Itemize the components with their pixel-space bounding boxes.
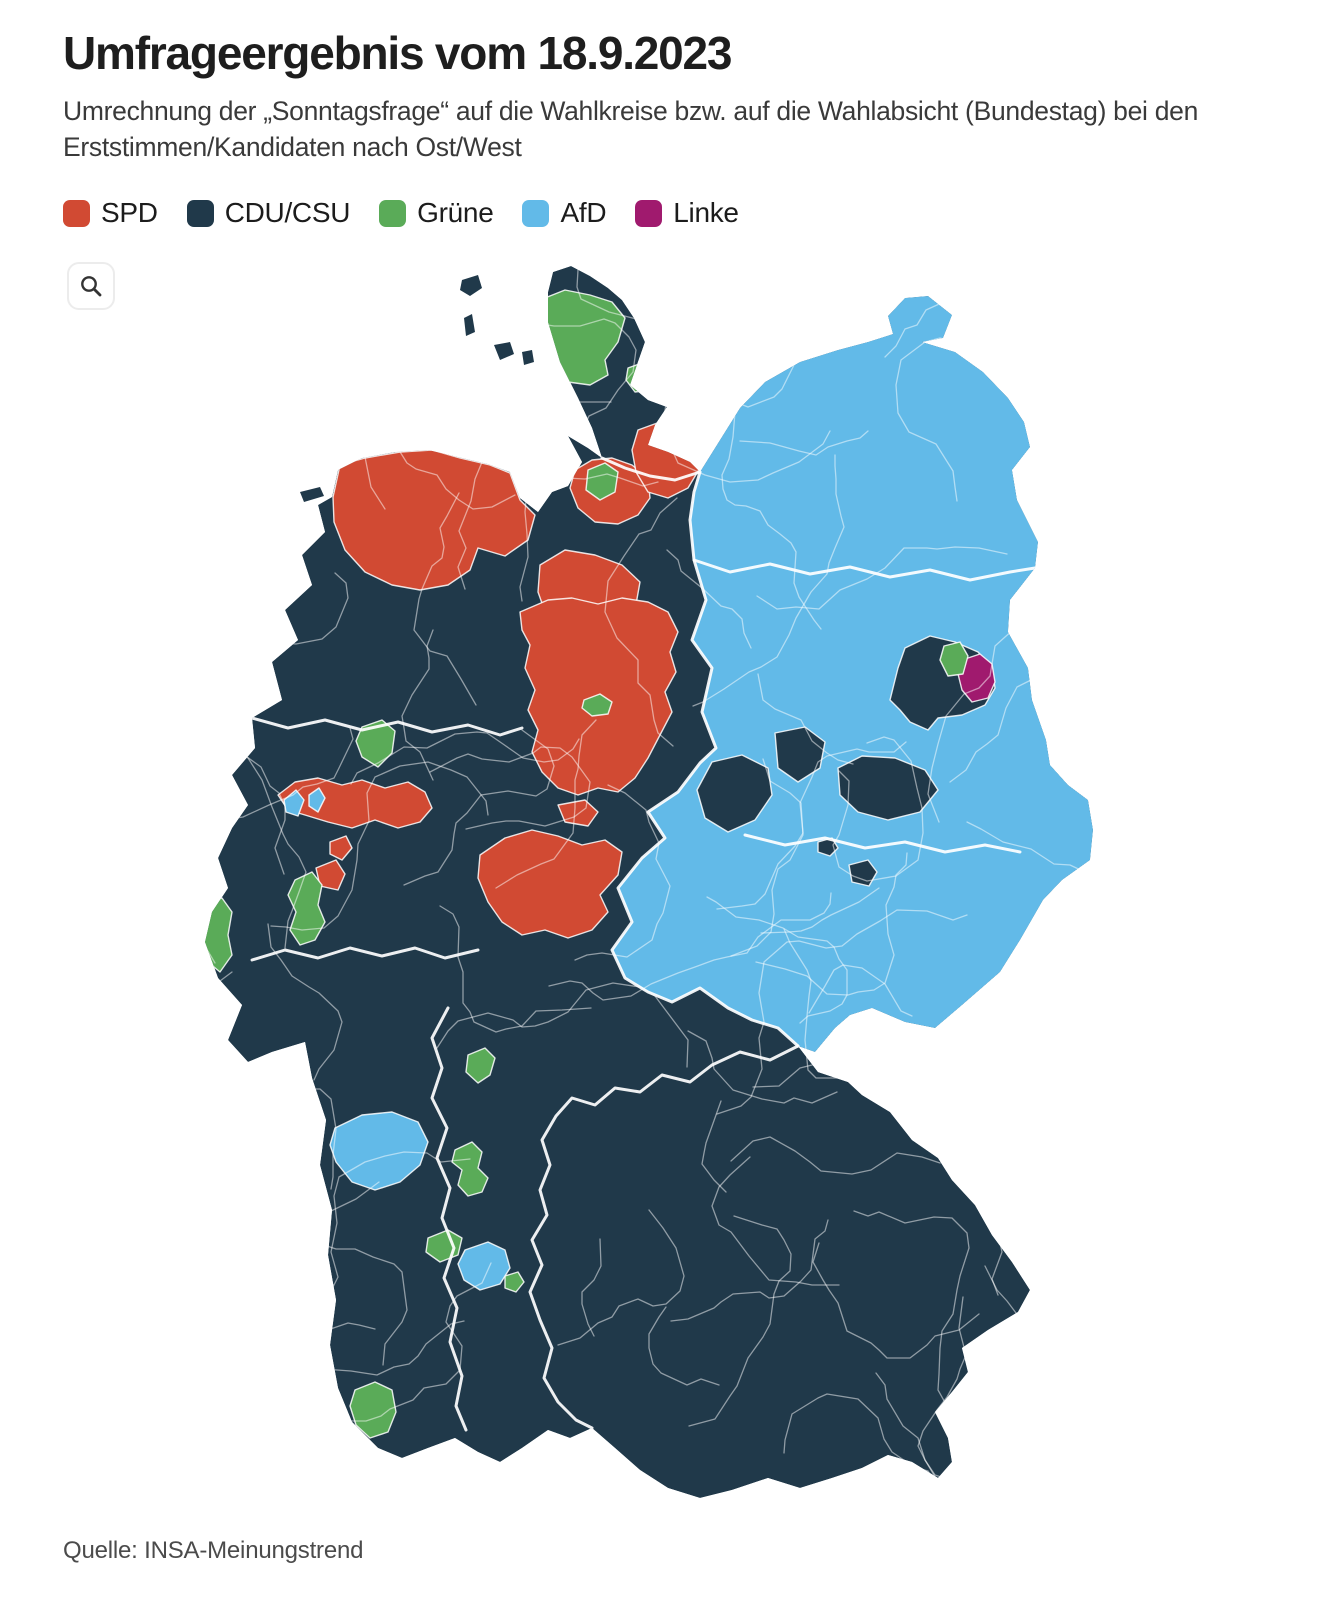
chart-header: Umfrageergebnis vom 18.9.2023 Umrechnung…	[63, 26, 1273, 165]
map-region-gruene-freiburg[interactable]	[349, 1381, 397, 1439]
map-region-east-afd[interactable]	[612, 296, 1093, 1052]
map-region-berlin-gruene[interactable]	[939, 641, 969, 677]
legend-item-spd: SPD	[63, 197, 158, 229]
map-region-spd-kassel[interactable]	[477, 829, 623, 939]
legend-item-cducsu: CDU/CSU	[186, 197, 351, 229]
map-region-spd-island-sliver[interactable]	[344, 440, 406, 453]
map-region-gruene-small-south[interactable]	[504, 1271, 525, 1293]
map-region-gruene-muenster[interactable]	[355, 719, 396, 768]
legend-label-afd: AfD	[560, 197, 607, 228]
legend-item-gruene: Grüne	[379, 197, 494, 229]
map-region-gruene-goettingen[interactable]	[581, 693, 613, 717]
map-region-gruene-mainz[interactable]	[465, 1047, 496, 1084]
legend-item-afd: AfD	[522, 197, 607, 229]
legend-swatch-spd	[63, 199, 90, 227]
map-region-afd-duisburg[interactable]	[308, 787, 326, 813]
island-shapes	[300, 275, 534, 502]
page-title: Umfrageergebnis vom 18.9.2023	[63, 27, 733, 79]
source-note: Quelle: INSA-Meinungstrend	[63, 1537, 364, 1564]
map-region-gruene-hamburg[interactable]	[585, 462, 619, 501]
legend-label-linke: Linke	[673, 197, 739, 228]
page-subtitle: Umrechnung der „Sonntagsfrage“ auf die W…	[63, 96, 1199, 162]
map-region-afd-pfalz[interactable]	[329, 1111, 429, 1191]
map-region-spd-ostfriesland[interactable]	[332, 449, 536, 591]
legend-swatch-linke	[635, 199, 663, 227]
map-region-gruene-heidelberg[interactable]	[451, 1141, 489, 1197]
state-border-lines	[250, 456, 1037, 1432]
map-region-east-cdu-small[interactable]	[848, 859, 878, 887]
legend-label-gruene: Grüne	[417, 197, 494, 228]
legend-label-cducsu: CDU/CSU	[224, 197, 351, 228]
legend-label-spd: SPD	[101, 197, 158, 228]
legend-item-linke: Linke	[635, 197, 739, 229]
magnifier-icon	[81, 276, 102, 297]
map-region-berlin-linke[interactable]	[957, 653, 996, 703]
map-region-east-cdu-harz[interactable]	[696, 754, 773, 833]
legend: SPD CDU/CSU Grüne AfD Linke	[63, 197, 739, 229]
legend-swatch-cducsu	[186, 199, 214, 227]
zoom-button[interactable]	[67, 262, 115, 310]
map-region-spd-wuppertal[interactable]	[329, 835, 353, 861]
legend-swatch-afd	[522, 199, 550, 227]
map-region-afd-stuttgart[interactable]	[457, 1241, 511, 1291]
map-region-spd-island-sliver[interactable]	[414, 439, 459, 450]
map-region-gruene-aachen[interactable]	[202, 897, 233, 973]
legend-swatch-gruene	[379, 199, 407, 227]
